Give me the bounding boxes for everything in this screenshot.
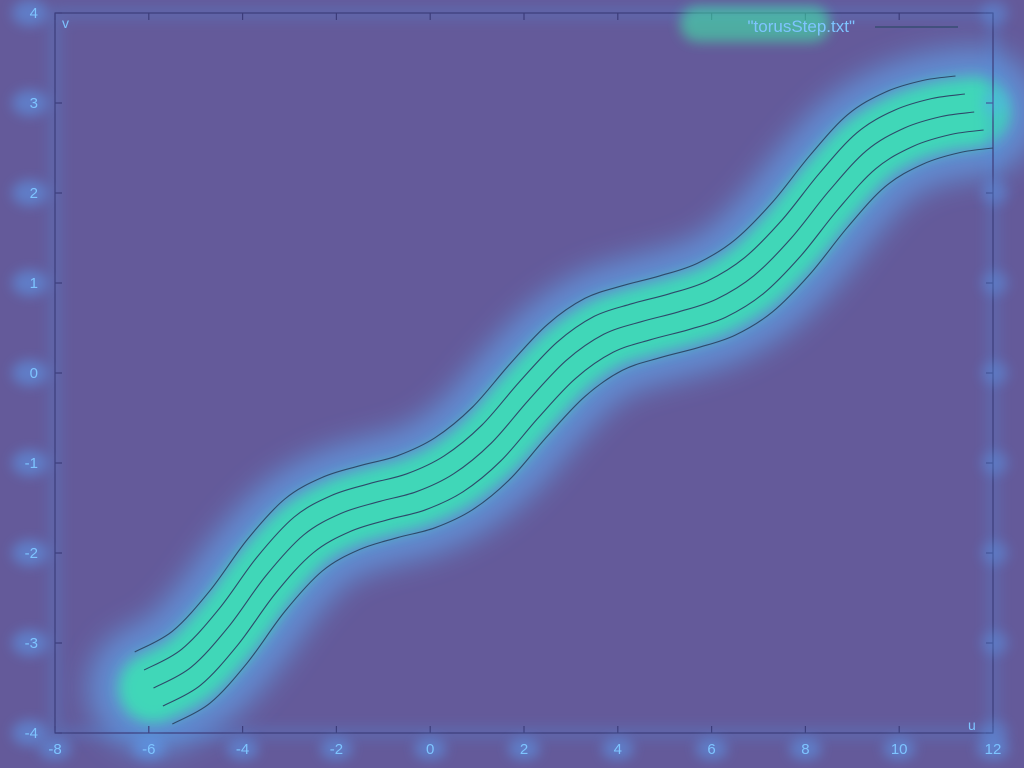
x-tick-glow <box>414 738 447 760</box>
y-tick-glow <box>12 0 48 26</box>
glow-core <box>118 77 1010 723</box>
y-tick-glow <box>12 90 48 116</box>
x-tick-glow <box>601 738 634 760</box>
x-axis-label: u <box>968 717 976 733</box>
x-tick-label: 2 <box>520 741 528 758</box>
y-tick-glow-right <box>981 91 1009 115</box>
series-group <box>134 75 994 725</box>
x-tick-label: 6 <box>707 741 715 758</box>
x-tick-label: -6 <box>142 741 155 758</box>
y-tick-glow-right <box>981 631 1009 655</box>
x-tick-glow <box>695 738 728 760</box>
legend: "torusStep.txt" <box>680 6 958 42</box>
y-tick-label: 1 <box>30 275 38 292</box>
y-tick-label: -4 <box>25 725 38 742</box>
x-tick-glow <box>132 738 165 760</box>
x-tick-glow <box>320 738 353 760</box>
x-tick-glow <box>508 738 540 760</box>
y-tick-glow <box>12 360 48 386</box>
y-tick-label: -3 <box>25 635 38 652</box>
y-tick-label: 4 <box>30 5 38 22</box>
y-tick-glow-right <box>981 721 1009 745</box>
x-tick-label: 12 <box>985 741 1002 758</box>
series-line-1 <box>134 75 956 653</box>
legend-glow <box>680 6 830 42</box>
x-tick-label: -4 <box>236 741 249 758</box>
legend-label: "torusStep.txt" <box>747 17 855 36</box>
y-tick-glow-right <box>981 1 1009 25</box>
x-tick-label: 8 <box>801 741 809 758</box>
x-tick-label: 4 <box>614 741 622 758</box>
y-tick-label: 0 <box>30 365 38 382</box>
x-tick-glow <box>789 738 822 760</box>
x-tick-label: 10 <box>891 741 908 758</box>
series-line-3 <box>153 111 975 689</box>
y-tick-glow <box>12 540 48 566</box>
series-line-5 <box>172 147 994 725</box>
y-tick-label: 2 <box>30 185 38 202</box>
y-tick-glow <box>12 630 48 656</box>
y-tick-label: 3 <box>30 95 38 112</box>
y-tick-glow <box>12 270 48 296</box>
y-tick-glow-right <box>981 451 1009 475</box>
x-tick-label: 0 <box>426 741 434 758</box>
y-tick-label: -1 <box>25 455 38 472</box>
series-line-2 <box>143 93 965 671</box>
y-tick-label: -2 <box>25 545 38 562</box>
y-tick-glow <box>12 450 48 476</box>
x-tick-glow <box>39 738 71 760</box>
y-tick-glow-right <box>981 541 1009 565</box>
y-tick-glow <box>12 720 48 746</box>
y-tick-glow <box>12 180 48 206</box>
series-line-4 <box>162 129 984 707</box>
y-axis-label: v <box>62 15 69 31</box>
x-tick-label: -8 <box>48 741 61 758</box>
heat-glow <box>88 47 1024 753</box>
y-tick-glow-right <box>981 271 1009 295</box>
y-tick-glow-right <box>981 361 1009 385</box>
x-tick-glow <box>883 738 916 760</box>
x-tick-glow <box>226 738 259 760</box>
y-tick-glow-right <box>981 181 1009 205</box>
x-tick-label: -2 <box>330 741 343 758</box>
